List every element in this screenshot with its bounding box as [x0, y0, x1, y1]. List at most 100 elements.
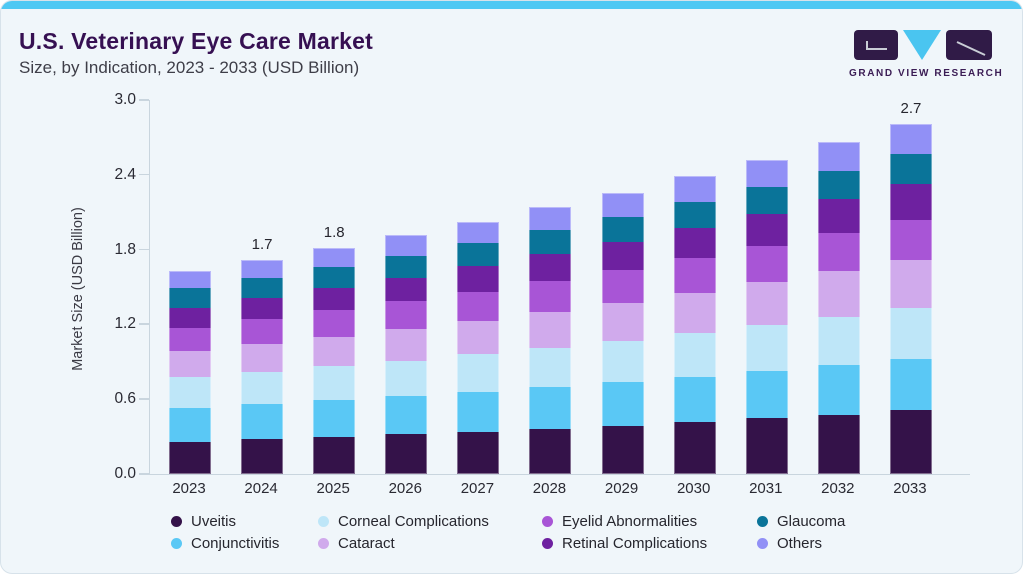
legend-label: Conjunctivitis	[191, 535, 280, 552]
tick-label: 0.6	[114, 390, 136, 408]
legend-label: Cataract	[338, 535, 395, 552]
x-axis-label-2027: 2027	[460, 480, 495, 497]
bar-segment-conjunctivitis	[889, 359, 932, 411]
bar-segment-glaucoma	[169, 288, 211, 308]
bar-segment-cataract	[529, 311, 572, 348]
tick-label: 0.0	[114, 465, 136, 482]
bar-segment-retinal-complications	[241, 298, 284, 320]
x-axis-label-2033: 2033	[893, 480, 927, 497]
tick-label: 1.2	[114, 315, 136, 333]
bar-segment-glaucoma	[457, 243, 500, 267]
bar-segment-cataract	[889, 259, 932, 309]
bar-segment-conjunctivitis	[313, 400, 356, 437]
bar-segment-glaucoma	[385, 255, 428, 278]
legend-dot-icon	[542, 538, 553, 549]
legend-item-corneal-complications: Corneal Complications	[318, 513, 542, 530]
page-title: U.S. Veterinary Eye Care Market	[19, 28, 373, 54]
bar-segment-cataract	[241, 344, 284, 373]
bar-total-label: 1.8	[323, 223, 345, 241]
tick-mark	[139, 398, 149, 400]
legend-item-eyelid-abnormalities: Eyelid Abnormalities	[542, 513, 757, 530]
bar-total-label: 2.7	[900, 99, 922, 117]
plot-area: 0.0 0.6 1.2 1.8 2.4 3.0 1.7 1.8 2.7	[114, 91, 970, 482]
bar-segment-glaucoma	[241, 277, 284, 299]
bar-segment-corneal-complications	[673, 333, 716, 377]
bar-total-label: 1.7	[251, 235, 273, 253]
bar-segment-uveitis	[169, 441, 211, 474]
bar-segment-uveitis	[529, 428, 572, 474]
bar-segment-uveitis	[817, 414, 860, 474]
bar-2024: 1.7	[241, 236, 284, 474]
bar-segment-corneal-complications	[385, 360, 428, 397]
bar-segment-retinal-complications	[385, 277, 428, 302]
bar-segment-cataract	[673, 292, 716, 334]
legend-dot-icon	[757, 538, 768, 549]
x-axis-label-2030: 2030	[676, 480, 711, 497]
bar-segment-cataract	[169, 351, 211, 378]
legend-label: Others	[777, 535, 823, 552]
accent-top-bar	[1, 1, 1022, 9]
legend-item-retinal-complications: Retinal Complications	[542, 535, 757, 552]
bar-segment-conjunctivitis	[673, 376, 716, 423]
legend-label: Retinal Complications	[562, 535, 708, 552]
x-axis-labels: 2023 2024 2025 2026 2027 2028 2029 2030 2031 2032…	[149, 480, 969, 497]
bar-segment-conjunctivitis	[457, 391, 500, 432]
bar-segment-corneal-complications	[817, 316, 860, 366]
chart-legend: Uveitis Corneal Complications Eyelid Abnor…	[171, 513, 845, 552]
bar-segment-eyelid-abnormalities	[601, 270, 644, 303]
bar-segment-uveitis	[457, 431, 500, 474]
bar-segment-others	[745, 160, 788, 187]
bar-segment-cataract	[457, 320, 500, 355]
legend-dot-icon	[318, 538, 329, 549]
bar-segment-glaucoma	[817, 170, 860, 200]
bar-segment-cataract	[601, 302, 644, 341]
bar-segment-eyelid-abnormalities	[457, 291, 500, 321]
bar-segment-retinal-complications	[673, 228, 716, 259]
bar-segment-uveitis	[889, 410, 932, 474]
tick-label: 1.8	[114, 240, 136, 258]
bar-segment-others	[673, 176, 716, 202]
bar-2025: 1.8	[313, 224, 356, 474]
legend-item-conjunctivitis: Conjunctivitis	[171, 535, 318, 552]
bar-segment-corneal-complications	[529, 347, 572, 388]
bar-segment-eyelid-abnormalities	[385, 301, 428, 330]
legend-label: Uveitis	[191, 513, 237, 530]
legend-label: Corneal Complications	[338, 513, 489, 530]
bar-2033: 2.7	[889, 100, 932, 474]
bar-segment-cataract	[745, 282, 788, 326]
bar-segment-retinal-complications	[457, 266, 500, 292]
legend-item-others: Others	[757, 535, 845, 552]
bar-segment-others	[313, 247, 356, 267]
bar-segment-cataract	[385, 329, 428, 361]
bar-segment-eyelid-abnormalities	[241, 319, 284, 345]
bar-segment-conjunctivitis	[745, 371, 788, 419]
legend-label: Eyelid Abnormalities	[562, 513, 698, 530]
bar-segment-glaucoma	[313, 266, 356, 289]
bar-2026	[385, 234, 428, 474]
bar-2032	[817, 142, 860, 474]
bar-segment-others	[817, 142, 860, 171]
bar-segment-glaucoma	[673, 201, 716, 229]
x-axis-label-2026: 2026	[388, 480, 422, 497]
bar-segment-glaucoma	[745, 186, 788, 215]
bar-segment-retinal-complications	[889, 183, 932, 220]
bar-2028	[529, 207, 572, 474]
bar-segment-uveitis	[313, 436, 356, 474]
bar-segment-retinal-complications	[817, 199, 860, 234]
bar-segment-conjunctivitis	[169, 407, 211, 442]
legend-dot-icon	[171, 516, 182, 527]
bar-segment-uveitis	[385, 434, 428, 474]
bar-segment-glaucoma	[529, 230, 572, 255]
x-axis-label-2032: 2032	[821, 480, 855, 497]
bar-segment-others	[385, 234, 428, 256]
bar-segment-retinal-complications	[169, 307, 211, 328]
bar-2027	[457, 221, 500, 474]
bar-segment-eyelid-abnormalities	[889, 219, 932, 260]
bar-segment-uveitis	[241, 439, 284, 474]
bar-segment-conjunctivitis	[529, 387, 572, 429]
tick-mark	[139, 323, 149, 325]
bar-2030	[673, 176, 716, 474]
legend-dot-icon	[757, 516, 768, 527]
bar-segment-retinal-complications	[529, 254, 572, 282]
legend-dot-icon	[318, 516, 329, 527]
